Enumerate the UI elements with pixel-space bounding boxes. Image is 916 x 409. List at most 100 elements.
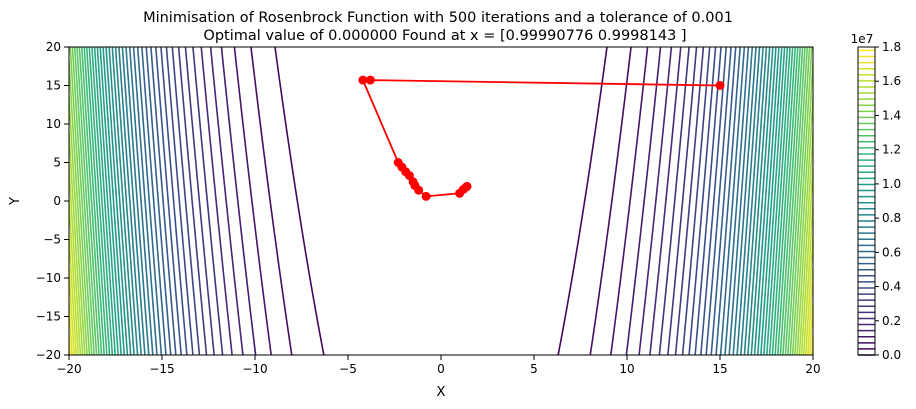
- y-tick-label: 0: [53, 194, 61, 208]
- path-point: [421, 191, 431, 201]
- contour-line: [705, 47, 732, 355]
- chart-title-line-1: Minimisation of Rosenbrock Function with…: [143, 10, 733, 26]
- contour-line: [732, 47, 757, 355]
- contour-line: [125, 47, 150, 355]
- y-tick-label: −10: [36, 271, 61, 285]
- contour-line: [771, 47, 794, 355]
- contour-line: [69, 223, 77, 355]
- x-tick-label: 20: [805, 362, 820, 376]
- contour-line: [274, 47, 325, 355]
- contour-line: [108, 47, 132, 355]
- contour-line: [768, 47, 791, 355]
- path-point: [414, 185, 424, 195]
- contour-line: [753, 47, 777, 355]
- colorbar-tick-label: 1.2: [882, 143, 901, 157]
- contour-line: [99, 47, 122, 355]
- contour-line: [141, 47, 167, 355]
- colorbar-ticks: 0.0 0.2 0.4 0.6 0.8 1.0 1.2 1.4 1.6 1.8: [875, 40, 901, 362]
- contour-line: [765, 47, 789, 355]
- colorbar-tick-label: 0.6: [882, 245, 901, 259]
- contour-line: [774, 47, 797, 355]
- colorbar-tick-label: 1.4: [882, 108, 901, 122]
- contour-line: [777, 47, 799, 355]
- contour-line: [209, 47, 244, 355]
- contour-line: [136, 47, 163, 355]
- contour-line: [128, 47, 154, 355]
- x-axis-ticks: −20 −15 −10 −5 0 5 10 15 20: [56, 355, 821, 376]
- y-tick-label: −5: [43, 233, 61, 247]
- contour-line: [784, 47, 806, 355]
- contour-line: [688, 47, 717, 355]
- contour-line: [649, 47, 682, 355]
- contour-line: [710, 47, 737, 355]
- y-tick-label: 20: [46, 40, 61, 54]
- y-tick-label: −15: [36, 310, 61, 324]
- y-axis-ticks: −20 −15 −10 −5 0 5 10 15 20: [36, 40, 69, 362]
- contour-line: [802, 189, 813, 355]
- contour-line: [747, 47, 771, 355]
- contour-line: [69, 155, 82, 355]
- contour-line: [589, 47, 632, 355]
- contour-line: [177, 47, 208, 355]
- contour-line: [715, 47, 741, 355]
- contour-line: [736, 47, 761, 355]
- contour-line: [743, 47, 768, 355]
- chart-title-line-2: Optimal value of 0.000000 Found at x = […: [203, 28, 686, 44]
- contour-line: [638, 47, 673, 355]
- path-point: [715, 81, 725, 90]
- contour-line: [171, 47, 201, 355]
- y-axis-label: Y: [8, 197, 23, 206]
- contour-line: [756, 47, 780, 355]
- y-tick-label: 5: [53, 156, 61, 170]
- contour-line: [88, 47, 111, 355]
- contour-line: [80, 47, 103, 355]
- contour-line: [85, 47, 108, 355]
- contour-line: [782, 47, 804, 355]
- contour-line: [114, 47, 139, 355]
- contour-line: [69, 257, 75, 355]
- contour-line: [667, 47, 698, 355]
- contour-line: [69, 49, 88, 355]
- colorbar-tick-label: 1.0: [882, 177, 901, 191]
- x-tick-label: −5: [339, 362, 357, 376]
- contour-line: [805, 223, 813, 355]
- contour-line: [789, 47, 811, 355]
- contour-line: [76, 47, 98, 355]
- contour-line: [681, 47, 711, 355]
- optimisation-path: [358, 75, 725, 201]
- contour-line: [658, 47, 690, 355]
- contour-line: [719, 47, 746, 355]
- x-tick-label: −20: [56, 362, 81, 376]
- contour-line: [610, 47, 649, 355]
- path-point: [462, 181, 472, 191]
- colorbar-tick-label: 1.6: [882, 74, 901, 88]
- path-point: [365, 75, 375, 85]
- contour-line: [791, 47, 813, 355]
- contour-line: [724, 47, 750, 355]
- contour-line: [73, 47, 95, 355]
- x-tick-label: 15: [712, 362, 727, 376]
- colorbar-tick-label: 0.8: [882, 211, 901, 225]
- x-tick-label: 5: [530, 362, 538, 376]
- x-tick-label: 10: [619, 362, 634, 376]
- contour-line: [740, 47, 764, 355]
- contour-line: [787, 47, 809, 355]
- x-axis-label: X: [437, 385, 446, 400]
- contour-line: [69, 47, 91, 355]
- contour-line: [184, 47, 215, 355]
- contour-line: [111, 47, 135, 355]
- contour-line: [798, 120, 813, 355]
- contour-line: [69, 85, 86, 355]
- contour-line: [796, 85, 813, 355]
- path-point: [358, 75, 368, 85]
- contour-lines: [69, 47, 813, 355]
- plot-frame: [68, 46, 814, 356]
- contour-line: [763, 47, 786, 355]
- y-tick-label: 15: [46, 79, 61, 93]
- contour-line: [83, 47, 105, 355]
- contour-line: [779, 47, 802, 355]
- contour-line: [760, 47, 783, 355]
- contour-line: [200, 47, 233, 355]
- contour-line: [728, 47, 754, 355]
